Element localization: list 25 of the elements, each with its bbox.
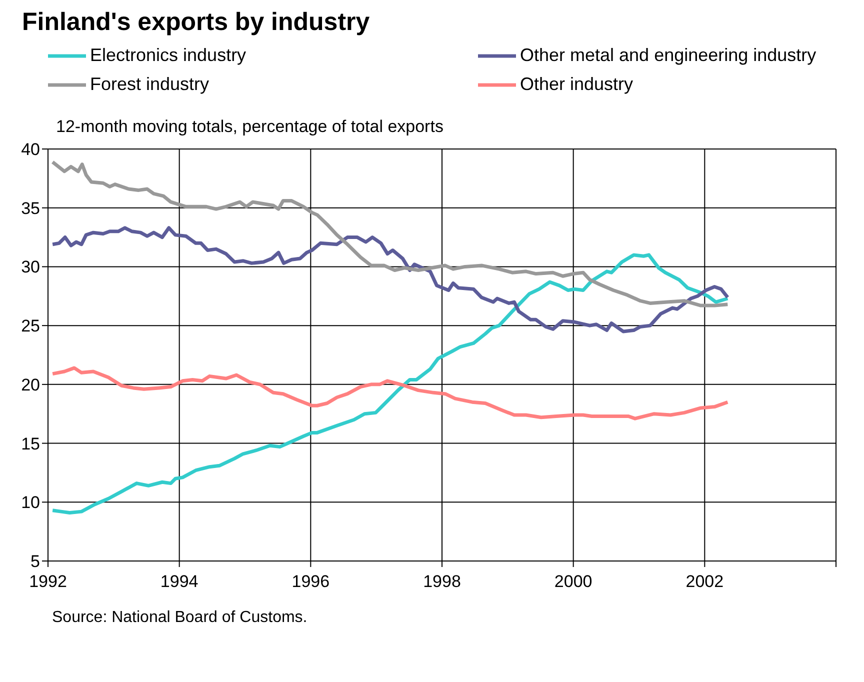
y-tick-label: 15 xyxy=(21,434,40,454)
y-tick-label: 20 xyxy=(21,375,40,394)
legend-label: Other industry xyxy=(520,74,634,95)
y-tick-label: 10 xyxy=(21,493,40,512)
x-tick-label: 1994 xyxy=(160,572,198,592)
x-tick-label: 1996 xyxy=(292,572,330,592)
x-tick-label: 1998 xyxy=(423,572,461,592)
x-tick-label: 1992 xyxy=(29,572,67,592)
x-tick-label: 2002 xyxy=(686,572,724,592)
y-tick-label: 25 xyxy=(21,316,40,336)
legend-label: Electronics industry xyxy=(90,45,246,66)
chart-title: Finland's exports by industry xyxy=(22,8,371,37)
line-series xyxy=(50,366,730,420)
y-tick-label: 40 xyxy=(21,140,40,160)
source-note: Source: National Board of Customs. xyxy=(52,609,308,627)
line-series xyxy=(50,160,730,308)
legend-label: Other metal and engineering industry xyxy=(520,45,816,66)
y-tick-label: 35 xyxy=(21,198,40,218)
line-series xyxy=(50,226,730,334)
y-tick-label: 5 xyxy=(30,552,40,572)
y-axis-title: 12-month moving totals, percentage of total exports xyxy=(56,117,444,138)
legend-label: Forest industry xyxy=(90,74,210,95)
line-series xyxy=(50,253,730,514)
y-tick-label: 30 xyxy=(21,258,40,277)
x-tick-label: 2000 xyxy=(554,572,592,592)
